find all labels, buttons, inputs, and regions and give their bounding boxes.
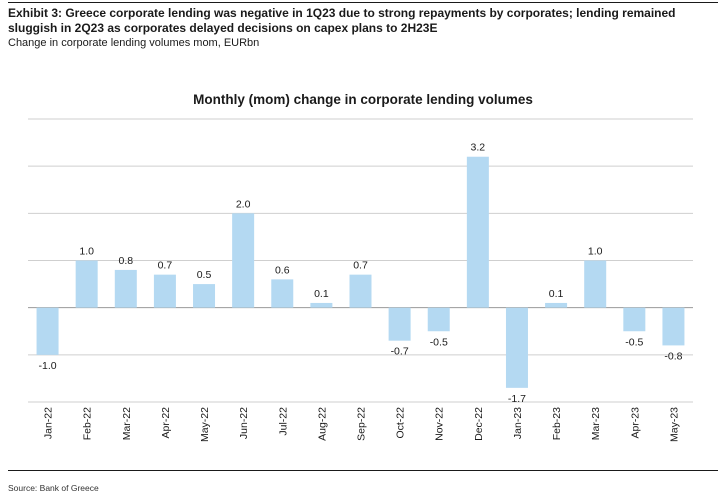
data-label: 0.1 xyxy=(549,288,564,300)
top-rule xyxy=(8,2,718,3)
x-tick-label: Jan-23 xyxy=(512,407,524,439)
x-tick-label: Feb-23 xyxy=(551,407,563,440)
data-label: -0.8 xyxy=(664,350,682,362)
bar xyxy=(662,307,685,346)
data-label: -0.5 xyxy=(430,336,448,348)
x-tick-label: Mar-23 xyxy=(590,407,602,440)
x-tick-label: Sep-22 xyxy=(356,407,368,441)
bar xyxy=(584,260,607,308)
bar xyxy=(545,302,568,308)
bar xyxy=(193,284,216,308)
bar xyxy=(36,307,59,355)
bar xyxy=(232,213,255,308)
data-label: -1.7 xyxy=(508,393,526,405)
x-tick-label: Jul-22 xyxy=(277,407,289,436)
data-label: 0.5 xyxy=(197,269,212,281)
x-tick-label: Dec-22 xyxy=(473,407,485,441)
bar xyxy=(271,279,294,308)
chart-title: Monthly (mom) change in corporate lendin… xyxy=(193,92,533,107)
footer-rule xyxy=(8,470,718,471)
bar xyxy=(466,156,489,308)
data-label: 0.7 xyxy=(353,260,368,272)
x-tick-label: Aug-22 xyxy=(316,407,328,441)
data-label: 0.7 xyxy=(158,260,173,272)
exhibit-subtitle: Change in corporate lending volumes mom,… xyxy=(8,37,260,49)
exhibit-title: Exhibit 3: Greece corporate lending was … xyxy=(8,6,676,35)
data-label: 0.1 xyxy=(314,288,329,300)
bar xyxy=(349,274,372,308)
x-tick-label: Apr-22 xyxy=(160,407,172,439)
x-tick-label: Jan-22 xyxy=(43,407,55,439)
x-tick-label: Feb-22 xyxy=(82,407,94,440)
bar xyxy=(427,307,450,332)
bar xyxy=(505,307,528,388)
bar xyxy=(75,260,98,308)
x-tick-label: Nov-22 xyxy=(434,407,446,441)
data-label: 0.8 xyxy=(118,255,133,267)
x-tick-label: May-22 xyxy=(199,407,211,442)
x-tick-label: Jun-22 xyxy=(238,407,250,439)
data-label: -0.7 xyxy=(391,346,409,358)
data-label: 1.0 xyxy=(588,246,603,258)
x-tick-label: Apr-23 xyxy=(629,407,641,439)
data-label: -1.0 xyxy=(39,360,57,372)
data-label: 1.0 xyxy=(79,246,94,258)
data-label: 0.6 xyxy=(275,264,290,276)
source-note: Source: Bank of Greece xyxy=(8,483,99,493)
x-tick-label: May-23 xyxy=(668,407,680,442)
data-label: 3.2 xyxy=(471,142,486,154)
bar xyxy=(388,307,411,341)
x-tick-label: Oct-22 xyxy=(395,407,407,439)
bar xyxy=(153,274,176,308)
data-label: 2.0 xyxy=(236,198,251,210)
bar xyxy=(114,269,137,308)
data-label: -0.5 xyxy=(625,336,643,348)
bar xyxy=(310,302,333,308)
x-tick-label: Mar-22 xyxy=(121,407,133,440)
bar xyxy=(623,307,646,332)
